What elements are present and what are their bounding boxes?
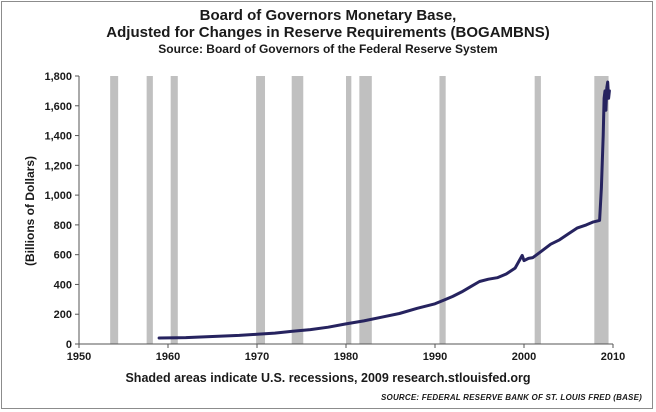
x-tick-label: 1980 [334, 351, 358, 363]
y-axis-label: (Billions of Dollars) [23, 156, 37, 266]
y-tick-label: 0 [66, 339, 72, 351]
recession-band [439, 76, 446, 344]
x-axis-label: Shaded areas indicate U.S. recessions, 2… [125, 371, 531, 385]
recession-band [110, 76, 119, 344]
y-tick-label: 600 [54, 250, 72, 262]
x-tick-label: 1990 [423, 351, 447, 363]
chart-subtitle: Source: Board of Governors of the Federa… [158, 42, 498, 56]
x-tick-label: 2010 [601, 351, 625, 363]
y-tick-label: 200 [54, 309, 72, 321]
x-ticks: 1950 1960 1970 1980 1990 2000 2010 [67, 344, 625, 363]
x-tick-label: 1960 [156, 351, 180, 363]
y-tick-label: 1,600 [44, 101, 72, 113]
y-tick-label: 1,200 [44, 160, 72, 172]
x-tick-label: 2000 [512, 351, 536, 363]
source-note: SOURCE: FEDERAL RESERVE BANK OF ST. LOUI… [381, 393, 642, 402]
recession-band [170, 76, 178, 344]
recession-bands [110, 76, 609, 344]
y-tick-label: 800 [54, 220, 72, 232]
recession-band [291, 76, 304, 344]
y-ticks: 0 200 400 600 800 1,000 1,200 1,400 1,600 1,800 [44, 71, 79, 351]
x-tick-label: 1950 [67, 351, 91, 363]
y-tick-label: 400 [54, 279, 72, 291]
y-tick-label: 1,400 [44, 131, 72, 143]
chart-title: Board of Governors Monetary Base, [199, 7, 457, 24]
recession-band [534, 76, 541, 344]
recession-band [256, 76, 266, 344]
x-tick-label: 1970 [245, 351, 269, 363]
recession-band [359, 76, 372, 344]
y-tick-label: 1,800 [44, 71, 72, 83]
chart-title-line-2: Adjusted for Changes in Reserve Requirem… [106, 24, 550, 41]
recession-band [146, 76, 153, 344]
recession-band [346, 76, 352, 344]
y-tick-label: 1,000 [44, 190, 72, 202]
series-line-monetary-base [157, 80, 611, 340]
